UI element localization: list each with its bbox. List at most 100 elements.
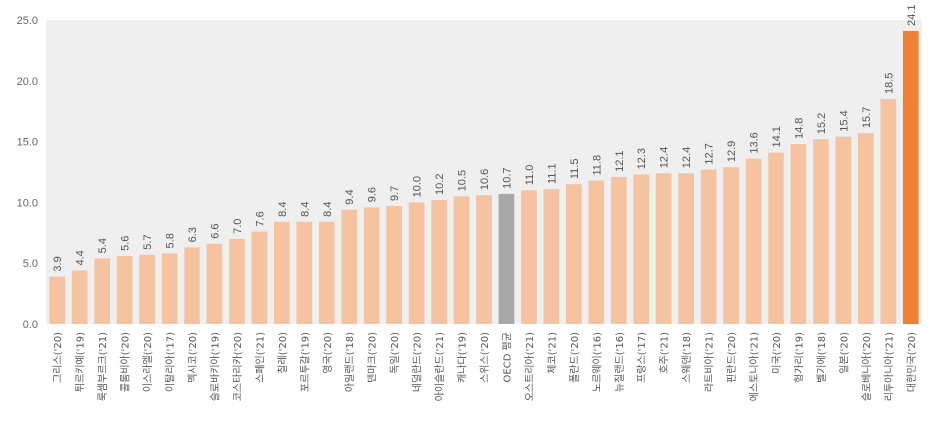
- bar: [521, 190, 537, 324]
- x-tick-label: 그리스('20): [52, 332, 64, 383]
- x-tick-label: 스페인('21): [254, 332, 266, 383]
- x-tick-label: 룩셈부르크('21): [97, 332, 109, 401]
- data-label: 9.7: [389, 186, 401, 201]
- data-label: 9.4: [344, 189, 356, 204]
- bar: [790, 144, 807, 324]
- bar: [498, 193, 515, 324]
- bar: [341, 209, 358, 324]
- bar: [588, 180, 605, 324]
- data-label: 11.1: [546, 163, 558, 184]
- data-label: 11.8: [591, 155, 603, 176]
- bar: [206, 243, 223, 324]
- y-tick-label: 15.0: [17, 137, 38, 149]
- data-label: 12.9: [726, 141, 738, 162]
- x-tick-label: 멕시코('20): [187, 332, 199, 383]
- data-label: 12.4: [681, 147, 693, 168]
- data-label: 8.4: [299, 202, 311, 217]
- bar: [94, 258, 111, 324]
- x-tick-label: 체코('21): [546, 332, 558, 374]
- bar: [49, 276, 66, 324]
- x-tick-label: 독일('20): [389, 332, 401, 374]
- bar: [273, 221, 290, 324]
- data-label: 5.8: [165, 233, 177, 248]
- x-tick-label: 폴란드('20): [569, 332, 581, 383]
- bar: [813, 139, 829, 324]
- data-label: 15.2: [816, 113, 828, 134]
- data-label: 7.0: [232, 219, 244, 234]
- y-tick-label: 25.0: [17, 15, 38, 27]
- x-tick-label: 라트비아('21): [704, 332, 716, 392]
- data-label: 6.3: [187, 227, 199, 242]
- x-tick-label: 슬로베니아('20): [861, 332, 873, 401]
- bar: [386, 206, 403, 324]
- data-label: 14.1: [771, 126, 783, 147]
- x-tick-label: 에스토니아('21): [749, 332, 761, 401]
- data-label: 13.6: [749, 132, 761, 153]
- data-label: 10.0: [412, 176, 424, 197]
- x-tick-label: 노르웨이('16): [591, 332, 603, 392]
- y-tick-label: 5.0: [23, 258, 38, 270]
- bar: [229, 238, 245, 324]
- x-tick-label: 슬로바키아('19): [209, 332, 221, 401]
- y-tick-label: 10.0: [17, 197, 38, 209]
- x-tick-label: 이스라엘('20): [141, 332, 154, 392]
- bar: [902, 30, 919, 324]
- data-label: 14.8: [793, 118, 805, 139]
- bar: [857, 133, 874, 324]
- x-tick-label: 이탈리아('17): [164, 332, 177, 392]
- data-label: 7.6: [254, 211, 266, 226]
- data-label: 10.5: [457, 170, 469, 191]
- bar: [565, 184, 582, 324]
- bar: [633, 174, 650, 324]
- data-label: 24.1: [906, 5, 918, 26]
- x-tick-label: 포르투갈('19): [298, 332, 311, 392]
- x-tick-label: 콜롬비아('20): [120, 332, 132, 392]
- bar: [723, 167, 739, 324]
- bar: [453, 196, 470, 324]
- bar: [296, 221, 313, 324]
- bar: [431, 199, 447, 324]
- bar: [678, 173, 695, 324]
- x-tick-label: 캐나다('19): [457, 332, 469, 383]
- data-label: 8.4: [277, 202, 289, 217]
- bar: [139, 254, 155, 324]
- data-label: 11.5: [569, 159, 581, 180]
- bar: [880, 99, 897, 324]
- bar: [768, 152, 784, 324]
- x-tick-label: 덴마크('20): [367, 332, 379, 383]
- x-tick-label: 오스트리아('21): [524, 332, 536, 401]
- data-label: 10.7: [501, 167, 513, 188]
- x-tick-label: 호주('21): [659, 332, 671, 374]
- bar: [700, 169, 717, 324]
- x-tick-label: 헝가리('19): [793, 332, 805, 383]
- data-label: 8.4: [322, 202, 334, 217]
- x-tick-label: 아이슬란드('21): [434, 332, 446, 401]
- data-label: 11.0: [524, 165, 536, 186]
- bar: [184, 247, 200, 324]
- data-label: 12.1: [614, 150, 626, 171]
- y-axis: 0.0 5.0 10.0 15.0 20.0 25.0: [17, 15, 38, 331]
- x-tick-label: 코스타리카('20): [232, 332, 244, 401]
- bar: [543, 189, 560, 324]
- x-tick-label: 리투아니아('21): [883, 332, 895, 401]
- data-label: 12.4: [659, 147, 671, 168]
- bar: [476, 195, 492, 324]
- x-tick-label: 뉴질랜드('16): [614, 332, 626, 392]
- bar: [835, 136, 852, 324]
- x-tick-label: 핀란드('20): [726, 332, 738, 383]
- bar: [745, 158, 762, 324]
- data-label: 5.4: [97, 238, 109, 253]
- data-label: 5.6: [120, 236, 132, 251]
- x-tick-label: 일본('20): [838, 332, 850, 374]
- data-label: 3.9: [52, 256, 64, 271]
- bar: [610, 176, 627, 324]
- x-tick-label: 아일랜드('18): [344, 332, 356, 392]
- data-label: 12.7: [704, 143, 716, 164]
- data-label: 15.7: [861, 107, 873, 128]
- x-tick-label: 대한민국('20): [906, 332, 918, 392]
- data-label: 4.4: [75, 250, 87, 265]
- x-tick-label: 스웨덴('18): [681, 332, 693, 383]
- x-tick-label: 네덜란드('20): [412, 332, 424, 392]
- data-label: 5.7: [142, 234, 154, 249]
